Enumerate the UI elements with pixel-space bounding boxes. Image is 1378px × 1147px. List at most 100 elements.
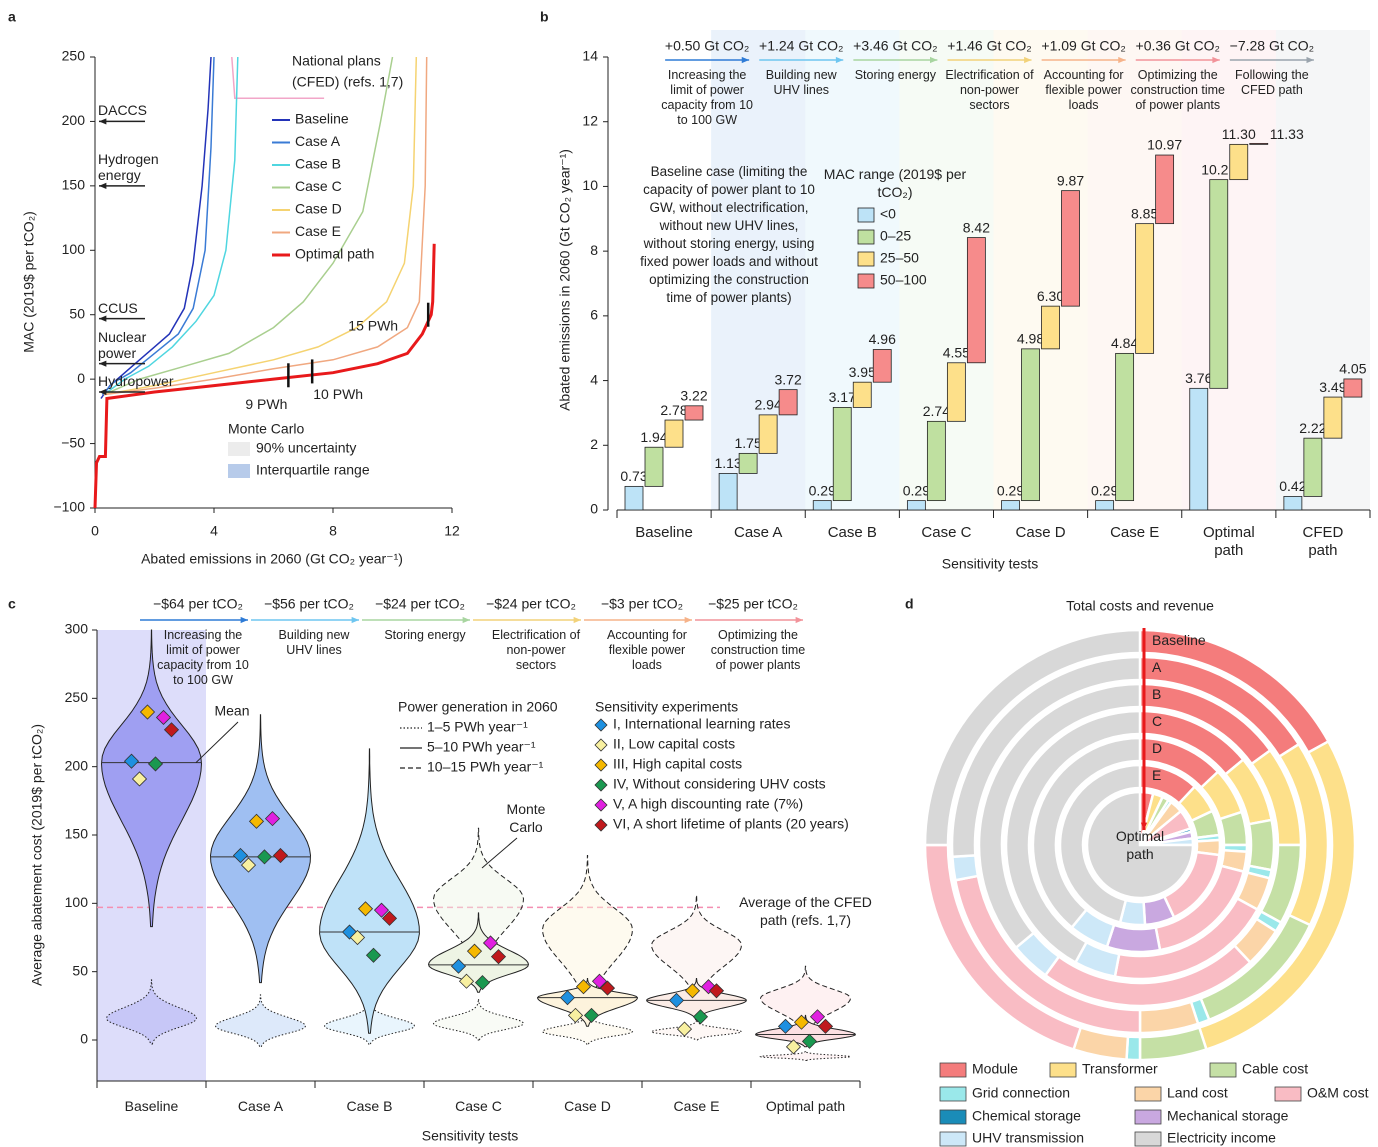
violin — [759, 1050, 852, 1061]
value-label: 3.95 — [849, 364, 876, 380]
x-tick-label: Optimal path — [1202, 524, 1255, 559]
step-text: Building new UHV lines — [278, 628, 350, 657]
experiment-marker — [575, 979, 592, 995]
chart-title: Total costs and revenue — [1066, 598, 1214, 614]
experiment-marker — [591, 973, 608, 989]
legend-label: V, A high discounting rate (7%) — [613, 796, 803, 812]
step-change: −$25 per tCO₂ — [708, 596, 798, 612]
y-tick-label: 300 — [65, 621, 89, 637]
legend-swatch — [594, 758, 608, 772]
legend-swatch — [939, 1109, 967, 1125]
experiment-marker — [240, 857, 257, 873]
bar — [624, 485, 644, 511]
value-label: 11.33 — [1270, 126, 1304, 142]
value-label: 9.87 — [1057, 172, 1084, 188]
bar — [946, 362, 966, 422]
x-axis-label: Sensitivity tests — [422, 1128, 518, 1144]
mean-label: Mean — [214, 703, 249, 719]
experiment-marker — [123, 753, 140, 769]
technology-label: Nuclear power — [98, 328, 147, 361]
ring-segment — [923, 628, 1142, 847]
legend-label: 5–10 PWh year⁻¹ — [427, 739, 536, 755]
bar — [1249, 142, 1269, 145]
violin — [755, 1014, 856, 1048]
legend-swatch — [228, 464, 250, 478]
step-arrow-head — [1306, 56, 1314, 64]
experiment-marker — [365, 947, 382, 963]
experiment-marker — [801, 1033, 818, 1049]
technology-arrow-head — [99, 182, 107, 189]
value-label: 4.98 — [1017, 331, 1044, 347]
legend-swatch — [1274, 1086, 1302, 1102]
line-series — [103, 56, 394, 396]
legend-label: I, International learning rates — [613, 716, 790, 732]
value-label: 0.73 — [620, 468, 647, 484]
bar — [1135, 223, 1155, 354]
y-tick-label: 50 — [69, 305, 85, 321]
y-tick-label: 250 — [62, 48, 86, 64]
experiment-marker — [490, 949, 507, 965]
value-label: 4.84 — [1111, 335, 1138, 351]
experiment-marker — [466, 943, 483, 959]
experiment-marker — [668, 992, 685, 1008]
value-label: 3.72 — [775, 371, 802, 387]
ring-segment — [1085, 790, 1195, 900]
ring-segment — [1031, 736, 1142, 930]
value-label: 2.74 — [923, 403, 950, 419]
value-label: 3.17 — [829, 389, 856, 405]
legend-label: IV, Without considering UHV costs — [613, 776, 826, 792]
experiment-marker — [373, 902, 390, 918]
bar — [832, 407, 852, 502]
bar — [1001, 500, 1020, 511]
step-arrow-head — [741, 56, 750, 64]
experiment-marker — [785, 1039, 802, 1055]
technology-label: CCUS — [98, 299, 138, 316]
experiment-marker — [708, 983, 725, 999]
violin — [759, 965, 852, 1038]
line-series — [101, 56, 215, 396]
bar — [872, 349, 892, 383]
x-tick-label: Baseline — [635, 524, 693, 541]
y-tick-label: 0 — [590, 501, 598, 517]
legend-label: Land cost — [1167, 1085, 1228, 1101]
legend-label: Case E — [295, 223, 341, 239]
value-label: 1.75 — [735, 435, 762, 451]
violin — [319, 748, 420, 1034]
bar — [664, 419, 684, 448]
legend-swatch — [939, 1131, 967, 1147]
step-change: +0.50 Gt CO₂ — [665, 38, 749, 54]
legend-swatch — [1209, 1062, 1237, 1078]
bar — [906, 500, 926, 511]
bar — [778, 389, 798, 416]
legend-label: 90% uncertainty — [256, 440, 356, 456]
national-plans-label: (CFED) (refs. 1,7) — [292, 74, 403, 90]
legend-label: UHV transmission — [972, 1130, 1084, 1146]
legend-swatch — [939, 1086, 967, 1102]
step-text: Storing energy — [854, 68, 937, 82]
step-arrow-head — [573, 616, 581, 624]
ring-segment — [950, 655, 1142, 859]
value-label: 1.94 — [640, 429, 667, 445]
bar — [1323, 396, 1343, 439]
ring-label: C — [1152, 713, 1162, 729]
bar — [1189, 387, 1209, 511]
legend-title: MAC range (2019$ per tCO₂) — [823, 166, 967, 200]
experiment-marker — [482, 935, 499, 951]
x-tick-label: Case B — [346, 1098, 393, 1114]
bar — [1021, 348, 1040, 502]
bar — [1283, 496, 1303, 511]
legend-swatch — [857, 251, 875, 267]
step-arrow-head — [930, 56, 938, 64]
ring-segment — [1105, 923, 1162, 954]
legend-swatch — [228, 442, 250, 456]
y-axis-label: Average abatement cost (2019$ per tCO₂) — [29, 724, 45, 986]
national-plans-line — [231, 56, 325, 99]
ring-segment — [1247, 818, 1276, 872]
bar — [852, 381, 872, 408]
step-change: −$3 per tCO₂ — [601, 596, 683, 612]
value-label: 4.55 — [943, 344, 970, 360]
x-axis-label: Abated emissions in 2060 (Gt CO₂ year⁻¹) — [141, 551, 403, 567]
legend-label: Grid connection — [972, 1085, 1070, 1101]
bar — [1061, 190, 1080, 307]
